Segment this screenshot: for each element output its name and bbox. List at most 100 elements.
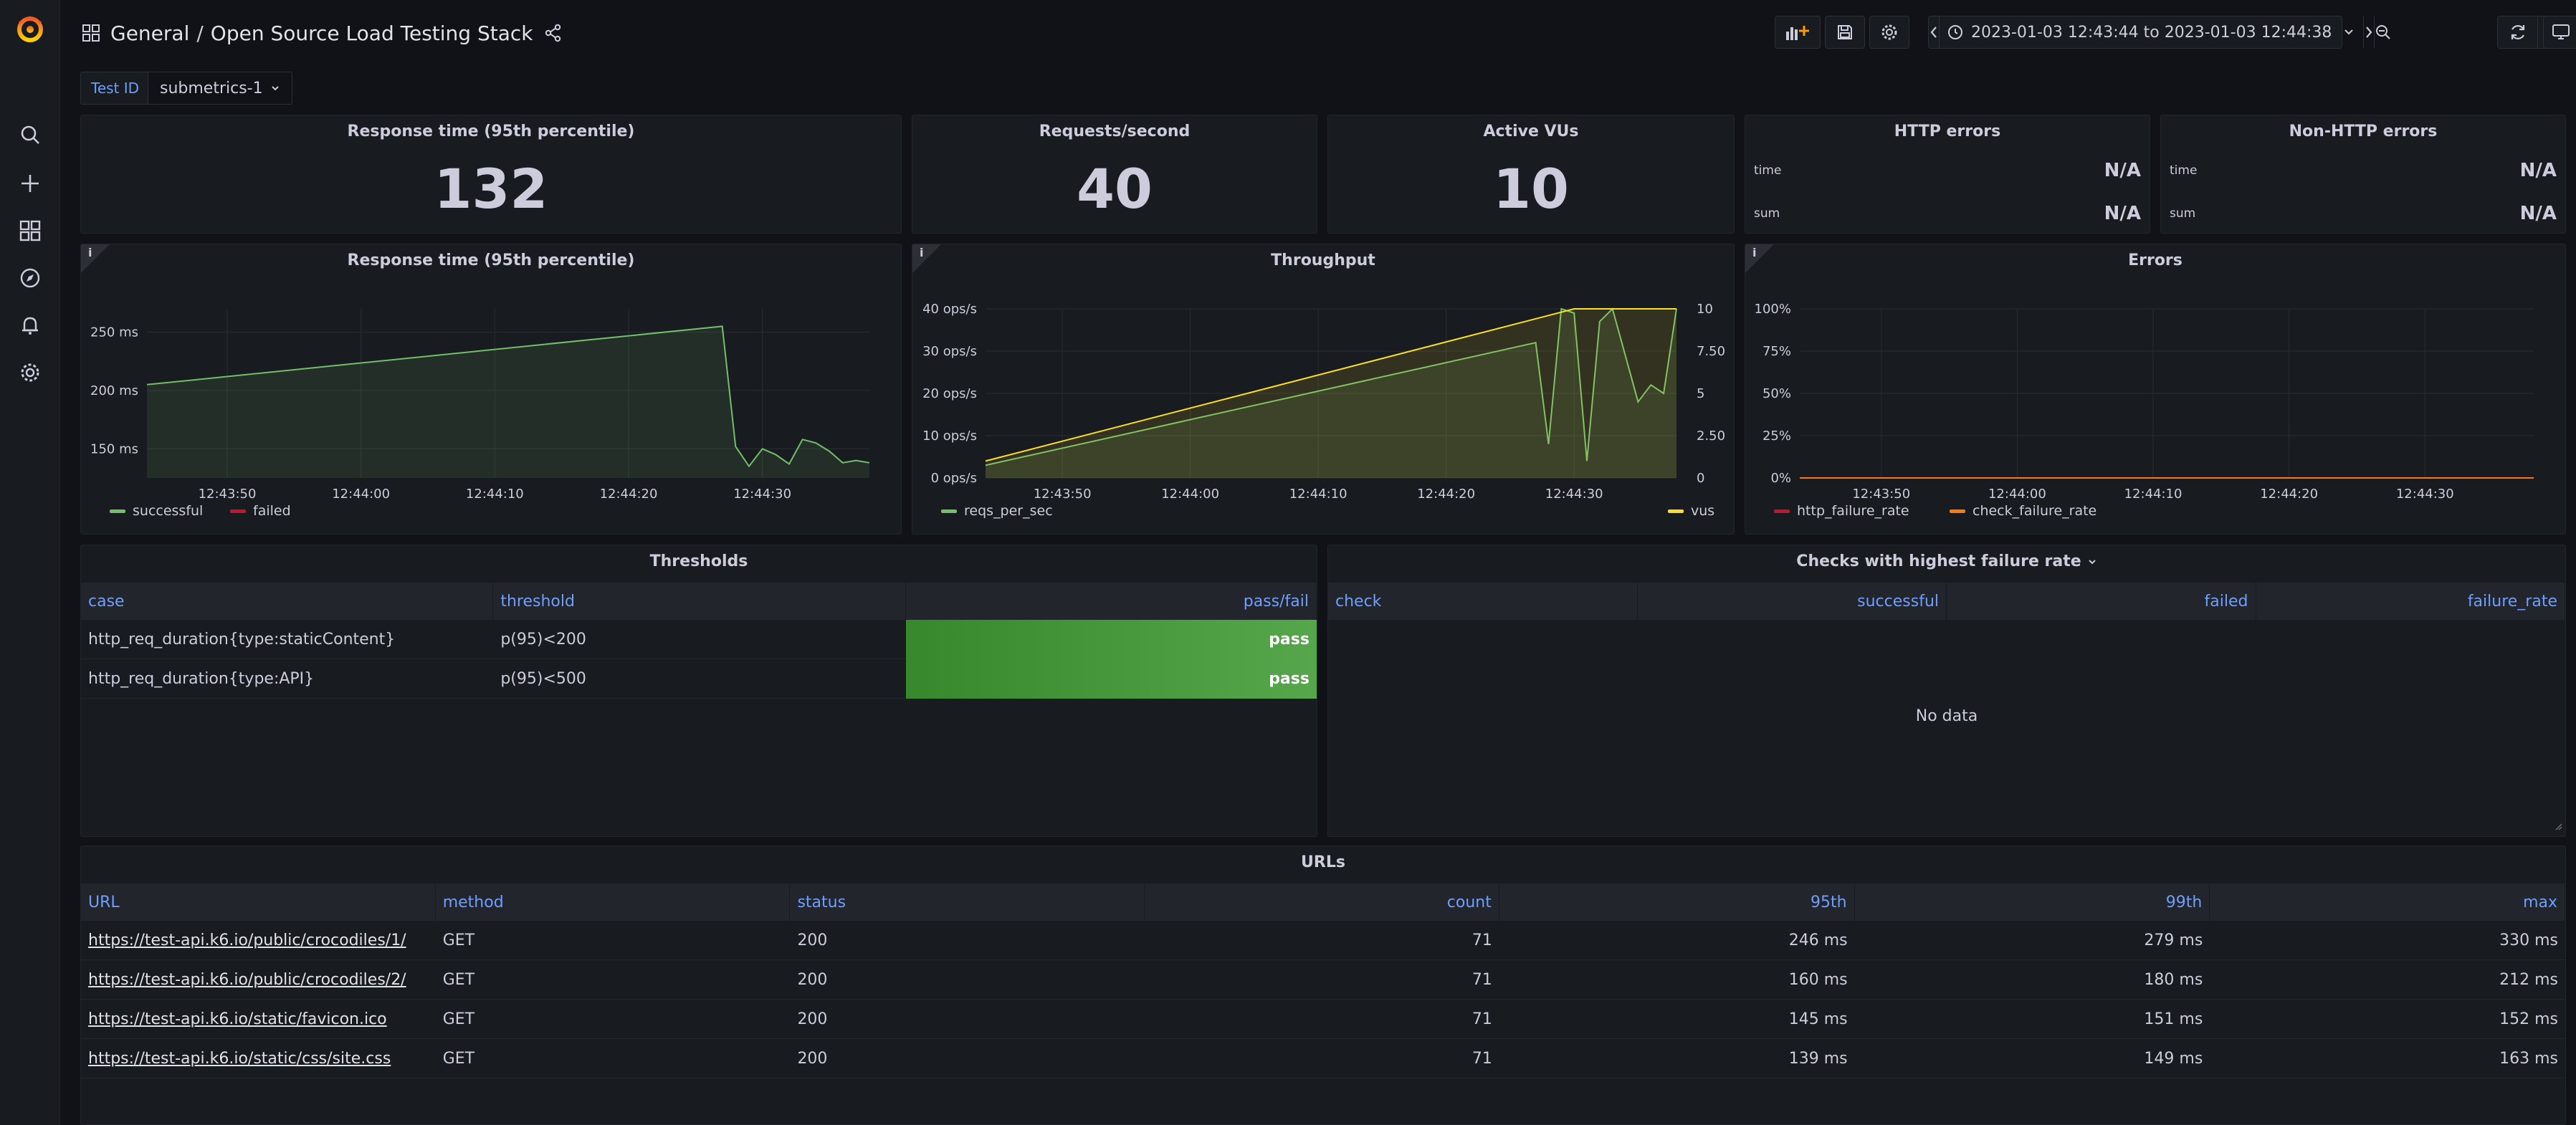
refresh-icon[interactable]: [2498, 16, 2538, 48]
resize-handle-icon[interactable]: [2554, 820, 2562, 833]
chevron-right-icon[interactable]: [2363, 16, 2374, 48]
stat-panel-active-vus[interactable]: Active VUs 10: [1327, 115, 1735, 234]
gear-icon: [1880, 23, 1899, 42]
urls-panel[interactable]: URLs URL method status count 95th 99th m…: [80, 846, 2566, 1125]
y-tick-label: 250 ms: [90, 325, 138, 340]
info-icon[interactable]: i: [1752, 246, 1757, 259]
cell-95th: 160 ms: [1788, 970, 1848, 989]
cell-url[interactable]: https://test-api.k6.io/public/crocodiles…: [88, 970, 406, 989]
stat-panel-non-http-errors[interactable]: Non-HTTP errors time N/A sum N/A: [2160, 115, 2566, 234]
test-id-select[interactable]: submetrics-1: [148, 72, 292, 105]
chevron-down-icon: [2087, 558, 2097, 565]
panel-info-corner[interactable]: [912, 244, 941, 273]
stat-row-label: sum: [1754, 206, 1780, 221]
table-row: http_req_duration{type:staticContent} p(…: [81, 619, 1317, 659]
thresholds-panel[interactable]: Thresholds case threshold pass/fail http…: [80, 545, 1317, 837]
cell-max: 152 ms: [2499, 1010, 2559, 1028]
x-tick-label: 12:44:00: [1988, 487, 2046, 502]
breadcrumb-folder[interactable]: General: [110, 21, 190, 45]
column-header-pass-fail[interactable]: pass/fail: [906, 583, 1317, 620]
checks-panel[interactable]: Checks with highest failure rate check s…: [1327, 545, 2566, 837]
cell-count: 71: [1471, 970, 1492, 989]
monitor-icon: [2552, 24, 2570, 41]
time-range-picker[interactable]: 2023-01-03 12:43:44 to 2023-01-03 12:44:…: [1928, 16, 2391, 49]
column-header-successful[interactable]: successful: [1638, 583, 1947, 620]
y-tick-label: 40 ops/s: [922, 302, 977, 317]
dashboards-grid-icon: [82, 24, 100, 42]
x-tick-label: 12:44:30: [2396, 487, 2454, 502]
x-tick-label: 12:44:10: [2124, 487, 2183, 502]
cell-99th: 149 ms: [2144, 1049, 2203, 1068]
column-header-99th[interactable]: 99th: [1855, 884, 2210, 921]
tv-mode-button[interactable]: [2543, 16, 2576, 49]
stat-row-sum: sum N/A: [1754, 203, 2141, 224]
stat-panel-response-time[interactable]: Response time (95th percentile) 132: [80, 115, 902, 234]
y-tick-label: 25%: [1762, 429, 1791, 444]
cell-method: GET: [442, 1049, 475, 1068]
add-panel-button[interactable]: [1775, 16, 1821, 49]
throughput-chart[interactable]: 0 ops/s 10 ops/s 20 ops/s 30 ops/s 40 ops/s 0…: [912, 244, 1735, 535]
cell-url[interactable]: https://test-api.k6.io/static/favicon.ic…: [88, 1010, 387, 1028]
plus-icon[interactable]: [13, 166, 47, 201]
panel-title-row[interactable]: Checks with highest failure rate: [1328, 552, 2565, 570]
cell-case: http_req_duration{type:API}: [88, 669, 315, 688]
response-time-chart[interactable]: 150 ms 200 ms 250 ms 12:43:50 12:44:00 12:44:…: [81, 244, 902, 535]
errors-chart[interactable]: 0% 25% 50% 75% 100% 12:43:50 12:44:00 12:44:10 1…: [1745, 244, 2566, 535]
column-header-check[interactable]: check: [1328, 583, 1638, 620]
column-header-case[interactable]: case: [81, 583, 494, 620]
dashboard-settings-button[interactable]: [1869, 16, 1909, 49]
table-row: https://test-api.k6.io/static/favicon.ic…: [81, 1000, 2565, 1039]
stat-row-value: N/A: [2104, 160, 2141, 181]
grafana-logo-icon[interactable]: [13, 11, 47, 46]
dashboard-title[interactable]: Open Source Load Testing Stack: [210, 21, 533, 45]
panel-info-corner[interactable]: [1745, 244, 1774, 273]
stat-panel-http-errors[interactable]: HTTP errors time N/A sum N/A: [1745, 115, 2150, 234]
column-header-count[interactable]: count: [1145, 884, 1499, 921]
panel-info-corner[interactable]: [81, 244, 110, 273]
cell-99th: 279 ms: [2144, 931, 2203, 949]
x-tick-label: 12:44:30: [733, 487, 791, 502]
panel-title: Throughput: [1271, 252, 1375, 269]
panel-title: HTTP errors: [1894, 123, 2001, 140]
share-icon[interactable]: [544, 24, 563, 42]
column-header-status[interactable]: status: [790, 884, 1145, 921]
explore-compass-icon[interactable]: [13, 261, 47, 295]
column-header-threshold[interactable]: threshold: [493, 583, 906, 620]
column-header-max[interactable]: max: [2210, 884, 2565, 921]
test-id-value: submetrics-1: [160, 79, 263, 97]
cell-max: 330 ms: [2499, 931, 2559, 949]
cell-count: 71: [1471, 1049, 1492, 1068]
column-header-failure-rate[interactable]: failure_rate: [2256, 583, 2565, 620]
series-line-reqs_per_sec: [985, 307, 1677, 466]
cell-url[interactable]: https://test-api.k6.io/static/css/site.c…: [88, 1049, 391, 1068]
cell-url[interactable]: https://test-api.k6.io/public/crocodiles…: [88, 931, 406, 949]
column-header-method[interactable]: method: [436, 884, 791, 921]
cell-status: 200: [797, 970, 828, 989]
stat-row-label: sum: [2170, 206, 2196, 221]
zoom-out-icon[interactable]: [2374, 16, 2392, 48]
x-tick-label: 12:44:00: [1161, 487, 1219, 502]
panel-title: Errors: [2128, 252, 2183, 269]
info-icon[interactable]: i: [920, 246, 924, 259]
y-tick-label: 200 ms: [90, 383, 138, 398]
table-header: URL method status count 95th 99th max: [81, 884, 2565, 921]
column-header-95th[interactable]: 95th: [1499, 884, 1855, 921]
chart-panel-throughput[interactable]: i Throughput 0 ops/s 10 ops/s 20 ops/s 30 o…: [912, 244, 1735, 535]
column-header-url[interactable]: URL: [81, 884, 436, 921]
table-header: case threshold pass/fail: [81, 583, 1317, 620]
chevron-left-icon[interactable]: [1929, 16, 1940, 48]
configuration-gear-icon[interactable]: [13, 355, 47, 390]
save-dashboard-button[interactable]: [1825, 16, 1865, 49]
stat-row-time: time N/A: [2170, 160, 2557, 181]
panel-title: Non-HTTP errors: [2289, 123, 2438, 140]
chart-panel-errors[interactable]: i Errors 0% 25% 50% 75% 100% 12:43:50 12:44:00…: [1745, 244, 2566, 535]
stat-panel-requests-per-second[interactable]: Requests/second 40: [912, 115, 1317, 234]
series-area-vus: [986, 309, 1676, 478]
search-icon[interactable]: [13, 118, 47, 152]
dashboards-icon[interactable]: [13, 214, 47, 248]
chart-panel-response-time[interactable]: i Response time (95th percentile) 150 ms…: [80, 244, 902, 535]
cell-status: 200: [797, 1010, 828, 1028]
column-header-failed[interactable]: failed: [1947, 583, 2256, 620]
info-icon[interactable]: i: [88, 246, 92, 259]
alerting-bell-icon[interactable]: [13, 308, 47, 343]
